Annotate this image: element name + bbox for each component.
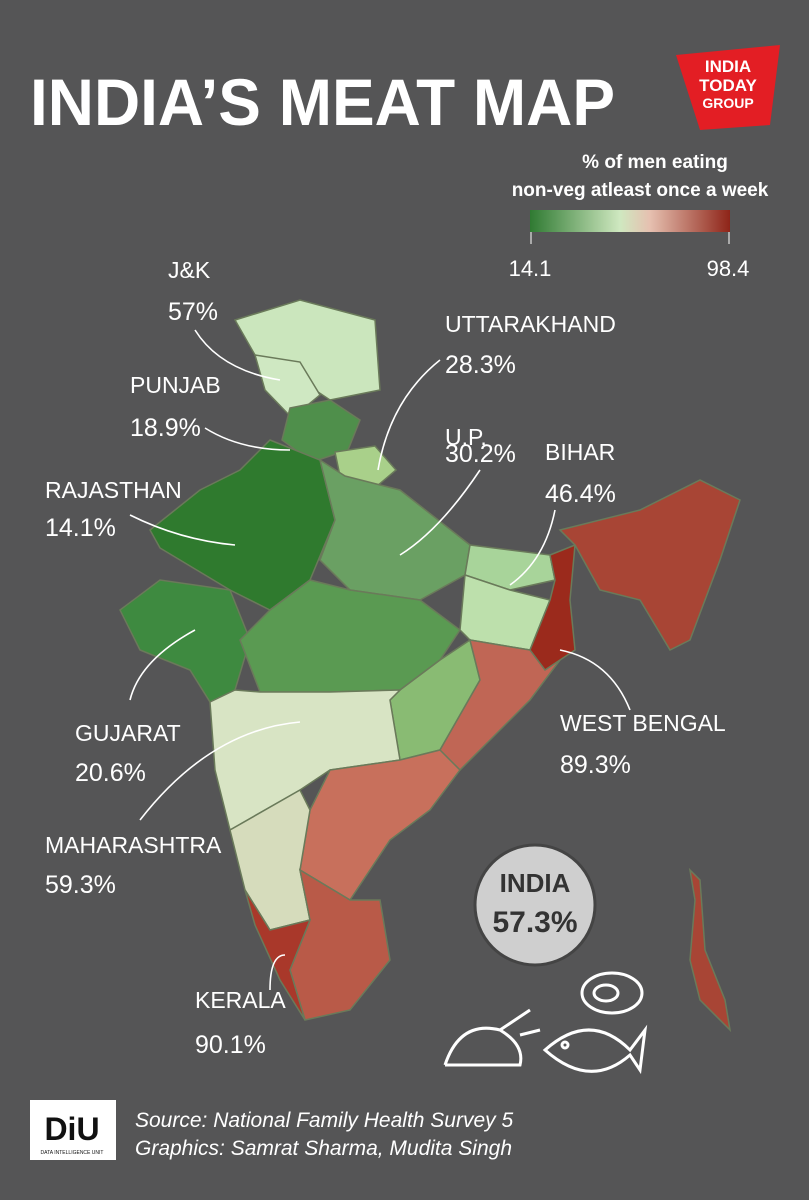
state-name: KERALA	[195, 987, 286, 1013]
legend-max: 98.4	[707, 256, 750, 281]
state-name: U.P.	[445, 424, 487, 450]
state-value: 14.1%	[45, 514, 116, 542]
state-value: 89.3%	[560, 751, 631, 779]
footer: DiU DATA INTELLIGENCE UNIT Source: Natio…	[30, 1100, 513, 1160]
state-value: 20.6%	[75, 759, 146, 787]
logo-line: TODAY	[699, 76, 757, 95]
leader-lines	[129, 329, 631, 991]
legend-title: non-veg atleast once a week	[512, 180, 769, 201]
india-map	[119, 299, 741, 1033]
diu-logo	[30, 1100, 116, 1160]
state-name: RAJASTHAN	[45, 477, 182, 503]
state-value: 90.1%	[195, 1031, 266, 1059]
state-name: BIHAR	[545, 439, 615, 465]
national-value: 57.3%	[492, 906, 577, 939]
legend-min: 14.1	[509, 256, 552, 281]
logo-line: GROUP	[702, 95, 753, 111]
state-name: J&K	[168, 257, 211, 283]
state-value: 18.9%	[130, 414, 201, 442]
legend-title: % of men eating	[582, 152, 728, 173]
legend-gradient	[530, 210, 730, 232]
state-name: PUNJAB	[130, 372, 221, 398]
state-name: GUJARAT	[75, 720, 181, 746]
national-name: INDIA	[500, 868, 571, 898]
diu-logo-sub: DATA INTELLIGENCE UNIT	[41, 1150, 104, 1156]
state-value: 59.3%	[45, 871, 116, 899]
credits: Graphics: Samrat Sharma, Mudita Singh	[135, 1137, 512, 1160]
state-value: 28.3%	[445, 351, 516, 379]
state-value: 57%	[168, 298, 218, 326]
publisher-logo: INDIA TODAY GROUP	[676, 45, 780, 130]
state-name: UTTARAKHAND	[445, 311, 616, 337]
source: Source: National Family Health Survey 5	[135, 1109, 513, 1132]
diu-logo-text: DiU	[44, 1111, 99, 1147]
food-icons	[443, 971, 648, 1075]
state-name: MAHARASHTRA	[45, 832, 222, 858]
title: INDIA’S MEAT MAP	[30, 65, 615, 139]
state-name: WEST BENGAL	[560, 710, 726, 736]
state-value: 46.4%	[545, 480, 616, 508]
state-value: 30.2%	[445, 440, 516, 468]
national-badge	[473, 843, 597, 967]
logo-line: INDIA	[705, 57, 751, 76]
